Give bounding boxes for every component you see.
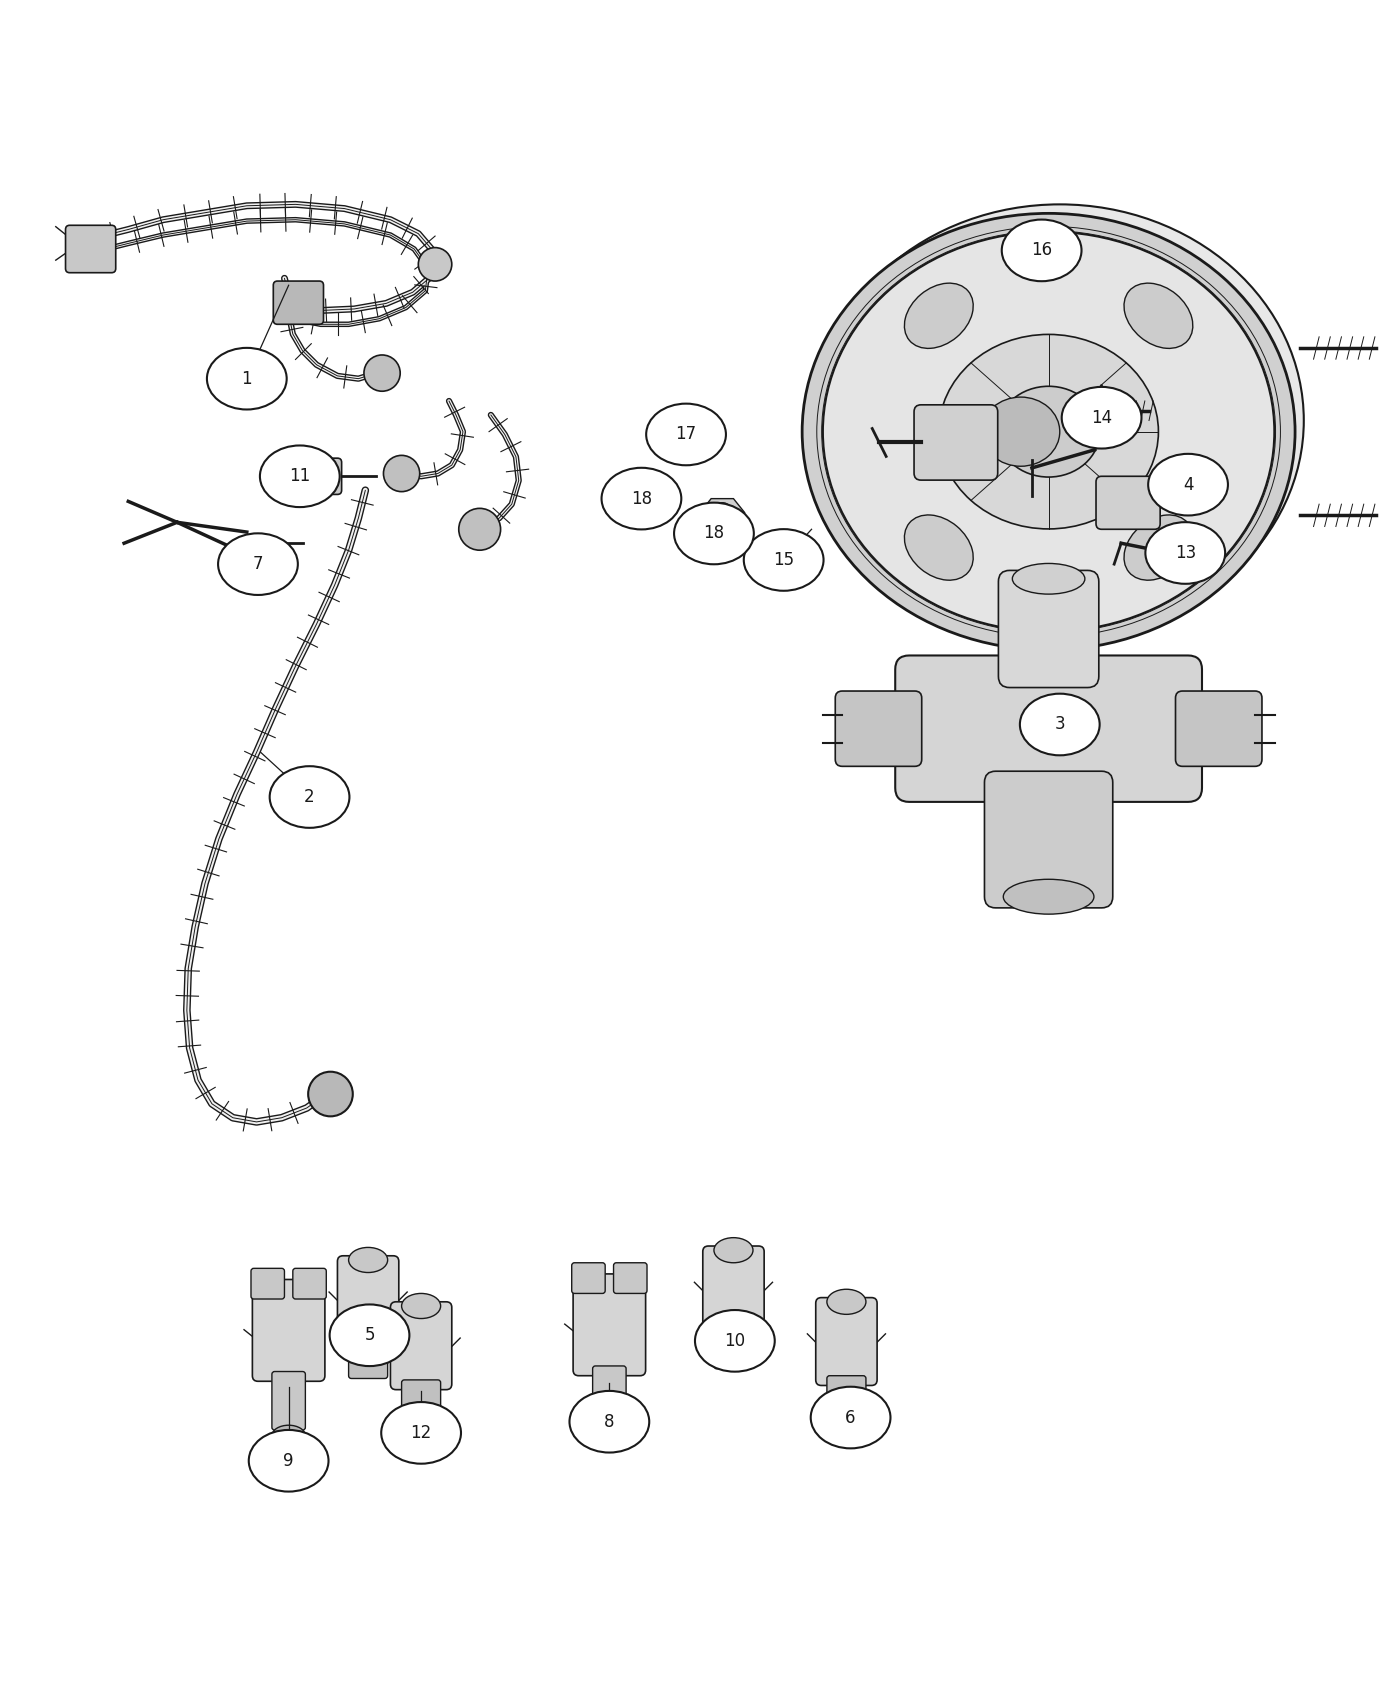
Ellipse shape [997,386,1100,478]
Ellipse shape [272,1425,305,1447]
FancyBboxPatch shape [895,656,1203,802]
FancyBboxPatch shape [613,1263,647,1294]
Text: 18: 18 [703,525,725,542]
Ellipse shape [1148,454,1228,515]
Text: 15: 15 [773,551,794,570]
Circle shape [419,248,452,280]
Text: 10: 10 [724,1331,745,1350]
Text: 14: 14 [1091,408,1112,427]
Text: 5: 5 [364,1326,375,1345]
FancyBboxPatch shape [337,1256,399,1343]
FancyBboxPatch shape [827,1375,867,1420]
FancyBboxPatch shape [914,405,998,479]
Ellipse shape [694,1311,774,1372]
Ellipse shape [381,1402,461,1464]
Ellipse shape [1004,879,1093,915]
Text: 4: 4 [1183,476,1193,493]
Ellipse shape [981,398,1060,466]
Ellipse shape [816,204,1303,636]
Circle shape [713,503,732,522]
FancyBboxPatch shape [836,690,921,767]
Ellipse shape [402,1294,441,1319]
FancyBboxPatch shape [300,459,342,495]
Ellipse shape [1002,219,1082,280]
FancyBboxPatch shape [402,1380,441,1425]
Text: 8: 8 [605,1413,615,1431]
FancyBboxPatch shape [592,1365,626,1425]
FancyBboxPatch shape [391,1302,452,1389]
FancyBboxPatch shape [273,280,323,325]
Ellipse shape [260,445,340,507]
FancyBboxPatch shape [272,1372,305,1430]
FancyBboxPatch shape [252,1280,325,1382]
FancyBboxPatch shape [349,1334,388,1379]
Text: 17: 17 [675,425,697,444]
Text: 2: 2 [304,789,315,806]
FancyBboxPatch shape [703,1246,764,1334]
Ellipse shape [823,231,1274,632]
Ellipse shape [592,1420,626,1440]
Ellipse shape [207,348,287,410]
Ellipse shape [904,284,973,348]
Ellipse shape [1019,694,1099,755]
Ellipse shape [1012,563,1085,593]
Text: 12: 12 [410,1425,431,1442]
FancyBboxPatch shape [998,571,1099,687]
Polygon shape [700,498,745,527]
Ellipse shape [714,1238,753,1263]
FancyBboxPatch shape [293,1268,326,1299]
Text: 9: 9 [283,1452,294,1470]
FancyBboxPatch shape [251,1268,284,1299]
FancyBboxPatch shape [66,226,116,272]
FancyBboxPatch shape [714,1324,753,1368]
Text: 1: 1 [241,369,252,388]
Text: 16: 16 [1030,241,1053,260]
Circle shape [459,508,501,551]
FancyBboxPatch shape [1176,690,1261,767]
Ellipse shape [270,767,350,828]
Ellipse shape [1124,515,1193,580]
Circle shape [308,1071,353,1117]
Ellipse shape [811,1387,890,1448]
Text: 3: 3 [1054,716,1065,733]
Ellipse shape [1061,388,1141,449]
Text: 7: 7 [253,556,263,573]
Ellipse shape [570,1391,650,1452]
Ellipse shape [1145,522,1225,583]
Text: 6: 6 [846,1409,855,1426]
Circle shape [364,355,400,391]
FancyBboxPatch shape [816,1297,876,1385]
FancyBboxPatch shape [984,772,1113,908]
Ellipse shape [218,534,298,595]
Circle shape [384,456,420,491]
Ellipse shape [349,1248,388,1273]
Ellipse shape [249,1430,329,1491]
Ellipse shape [743,529,823,592]
Circle shape [637,474,657,495]
Ellipse shape [939,335,1158,529]
Ellipse shape [647,403,727,466]
Ellipse shape [1124,284,1193,348]
Text: 11: 11 [290,468,311,484]
Ellipse shape [827,1289,867,1314]
FancyBboxPatch shape [573,1273,645,1375]
Ellipse shape [329,1304,409,1367]
FancyBboxPatch shape [1096,476,1161,529]
Ellipse shape [602,468,682,529]
Text: 13: 13 [1175,544,1196,563]
Text: 18: 18 [631,490,652,508]
Ellipse shape [904,515,973,580]
Polygon shape [624,471,669,498]
Ellipse shape [673,503,753,564]
FancyBboxPatch shape [571,1263,605,1294]
Ellipse shape [802,214,1295,649]
